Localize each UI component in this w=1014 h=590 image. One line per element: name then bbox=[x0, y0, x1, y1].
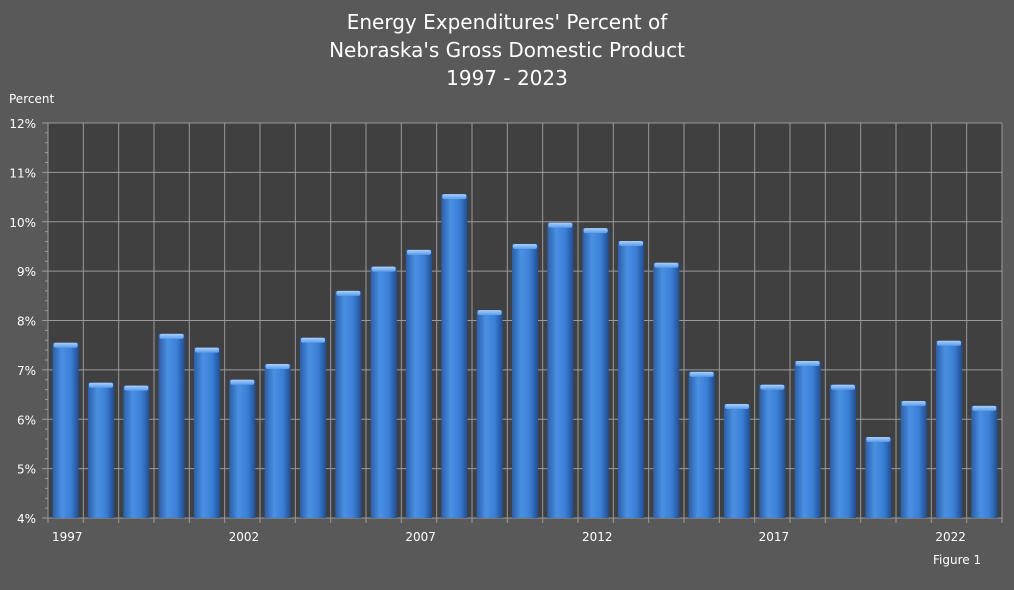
title-line-2: Nebraska's Gross Domestic Product bbox=[329, 38, 685, 62]
bar-2013 bbox=[618, 241, 644, 518]
bar-top-1997 bbox=[53, 342, 78, 348]
bar-2014 bbox=[653, 262, 680, 518]
bar-top-2004 bbox=[301, 337, 325, 343]
bar-top-2019 bbox=[831, 384, 855, 390]
x-tick-label: 2002 bbox=[229, 530, 260, 544]
bar-2005 bbox=[335, 290, 362, 518]
bar-2022 bbox=[936, 340, 962, 518]
bar-top-2002 bbox=[230, 379, 255, 385]
bar-2001 bbox=[194, 347, 220, 518]
bar-1998 bbox=[88, 382, 114, 518]
bar-2009 bbox=[476, 310, 503, 518]
y-tick-label: 9% bbox=[17, 265, 36, 279]
bar-top-2023 bbox=[972, 405, 997, 411]
bar-top-2021 bbox=[901, 400, 926, 406]
y-tick-label: 4% bbox=[17, 512, 36, 526]
y-tick-label: 5% bbox=[17, 463, 36, 477]
bar-2015 bbox=[688, 371, 715, 518]
title-line-1: Energy Expenditures' Percent of bbox=[346, 10, 668, 34]
bar-2007 bbox=[406, 249, 432, 519]
y-tick-label: 11% bbox=[9, 166, 36, 180]
bar-2003 bbox=[264, 363, 291, 518]
x-tick-label: 2012 bbox=[582, 530, 613, 544]
bar-top-2001 bbox=[195, 347, 219, 353]
bar-2002 bbox=[229, 379, 256, 518]
bar-2012 bbox=[582, 228, 609, 518]
title-line-3: 1997 - 2023 bbox=[446, 66, 568, 90]
x-tick-label: 2022 bbox=[935, 530, 966, 544]
bar-2006 bbox=[370, 266, 397, 518]
bar-top-2011 bbox=[548, 222, 573, 228]
bar-top-2008 bbox=[442, 194, 467, 200]
bar-top-2020 bbox=[866, 437, 891, 443]
bar-top-2009 bbox=[477, 310, 502, 316]
x-tick-label: 2007 bbox=[405, 530, 436, 544]
bar-2004 bbox=[300, 337, 326, 518]
bar-top-2000 bbox=[159, 333, 184, 339]
bar-2018 bbox=[794, 360, 821, 518]
x-tick-label: 1997 bbox=[52, 530, 83, 544]
bar-2000 bbox=[158, 333, 185, 518]
bar-2019 bbox=[830, 384, 856, 518]
bar-top-2012 bbox=[583, 228, 608, 234]
y-tick-label: 6% bbox=[17, 413, 36, 427]
bar-1997 bbox=[52, 342, 79, 518]
bar-top-2006 bbox=[371, 266, 396, 272]
y-axis-label: Percent bbox=[9, 92, 55, 106]
y-tick-label: 7% bbox=[17, 364, 36, 378]
bar-2020 bbox=[865, 437, 892, 518]
chart-title: Energy Expenditures' Percent of Nebraska… bbox=[0, 8, 1014, 92]
bar-top-2007 bbox=[407, 249, 431, 255]
bar-2023 bbox=[971, 405, 998, 518]
bar-top-2005 bbox=[336, 290, 361, 296]
bar-2008 bbox=[441, 194, 468, 518]
bar-top-2013 bbox=[619, 241, 643, 247]
bar-top-2015 bbox=[689, 371, 714, 377]
bar-2021 bbox=[900, 400, 927, 518]
bar-top-2022 bbox=[937, 340, 961, 346]
bar-2011 bbox=[547, 222, 574, 519]
bar-2010 bbox=[512, 243, 538, 518]
bar-top-1998 bbox=[89, 382, 113, 388]
figure-label: Figure 1 bbox=[933, 553, 982, 567]
bar-top-2014 bbox=[654, 262, 679, 268]
y-tick-label: 12% bbox=[9, 117, 36, 131]
y-tick-label: 10% bbox=[9, 216, 36, 230]
bar-top-2016 bbox=[725, 403, 749, 409]
bar-top-2017 bbox=[760, 384, 785, 390]
y-tick-label: 8% bbox=[17, 315, 36, 329]
x-tick-label: 2017 bbox=[759, 530, 790, 544]
bar-top-2003 bbox=[265, 363, 290, 369]
bar-top-2010 bbox=[513, 243, 537, 249]
bar-2016 bbox=[724, 403, 750, 518]
bar-top-1999 bbox=[124, 385, 149, 391]
bar-top-2018 bbox=[795, 360, 820, 366]
bar-2017 bbox=[759, 384, 786, 518]
bar-1999 bbox=[123, 385, 150, 518]
